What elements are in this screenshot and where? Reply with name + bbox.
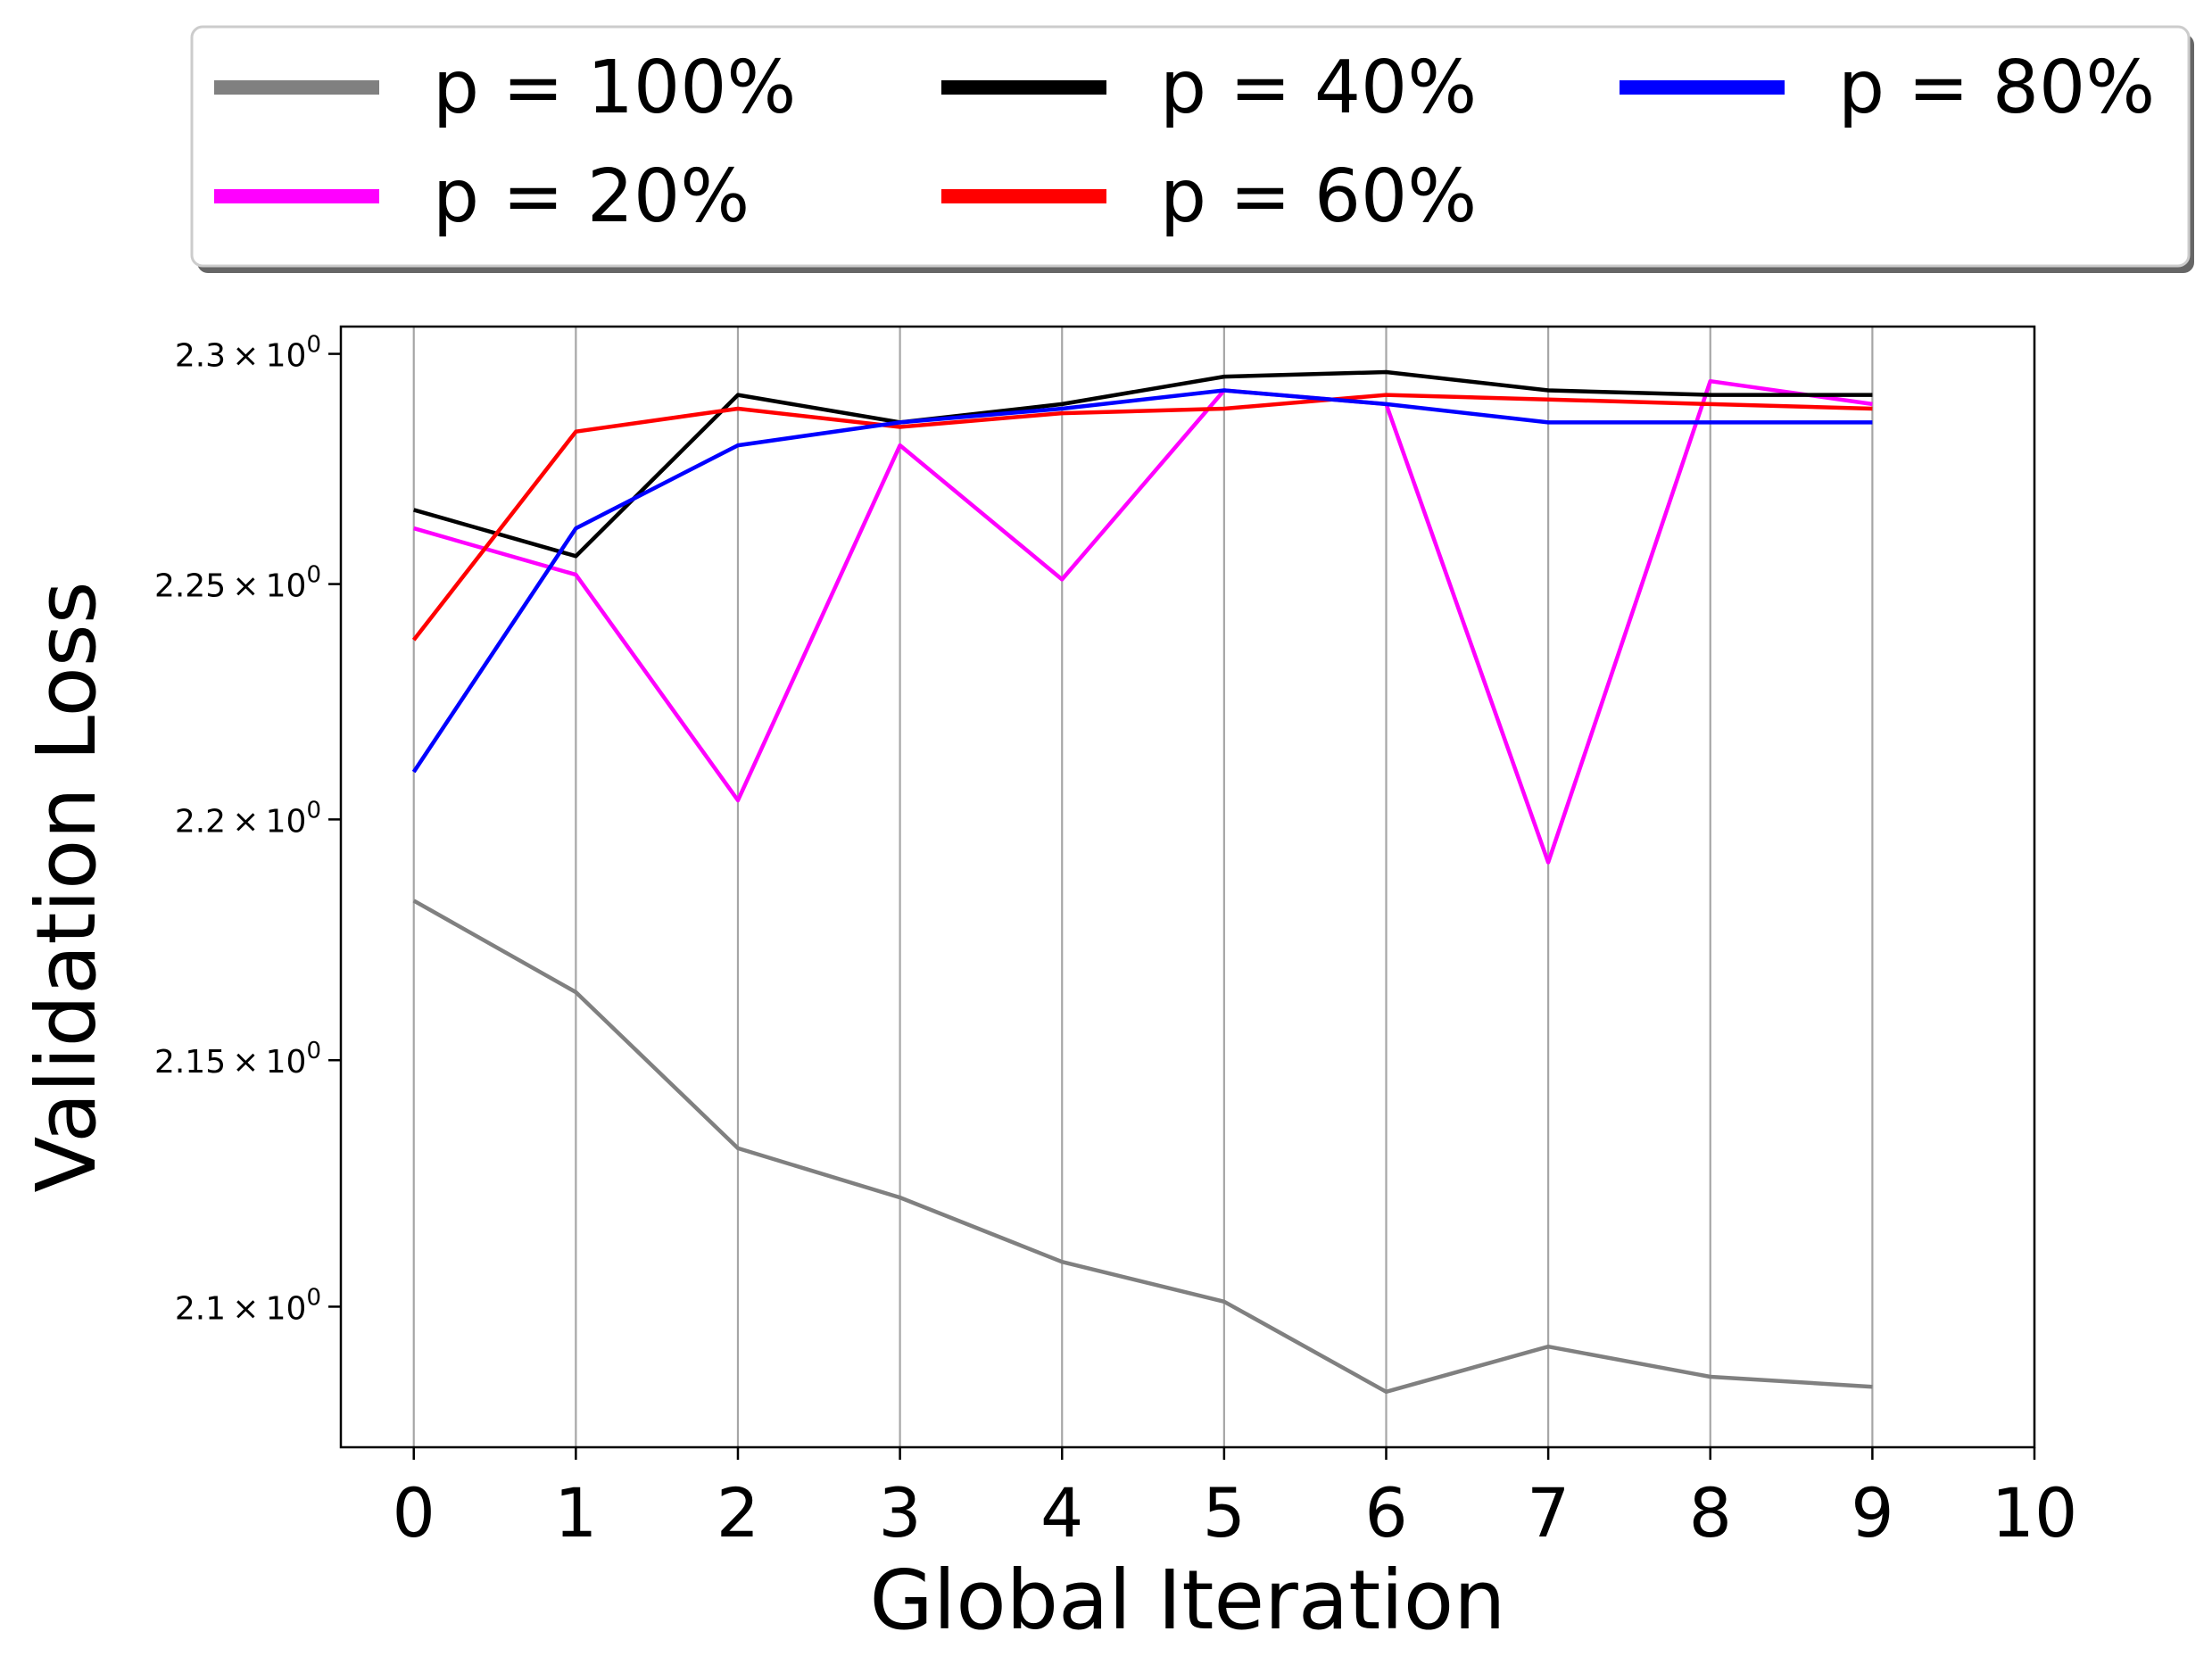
legend-label: p = 60% [1160, 154, 1477, 239]
y-tick-exponent: 0 [306, 1038, 321, 1064]
legend-entry: p = 20% [214, 154, 750, 239]
series-line-20 [413, 378, 1873, 865]
legend-label: p = 80% [1838, 46, 2155, 130]
series-line-40 [413, 369, 1873, 559]
legend-label: p = 20% [433, 154, 750, 239]
legend: p = 100% p = 20% p = 40% p = 60% p = 80% [190, 25, 2194, 273]
series-lines [411, 369, 1873, 1395]
x-tick-label: 10 [1992, 1473, 2078, 1553]
y-tick-times: × [226, 1290, 266, 1327]
legend-entry: p = 80% [1620, 46, 2155, 130]
x-tick-label: 6 [1364, 1473, 1407, 1553]
y-tick-times: × [226, 568, 266, 605]
x-tick-label: 1 [554, 1473, 597, 1553]
x-axis-ticks: 0 1 2 3 4 5 6 7 8 9 10 [393, 1447, 2078, 1553]
x-tick-label: 9 [1851, 1473, 1893, 1553]
series-line-80 [411, 388, 1873, 774]
series-line-60 [411, 393, 1873, 642]
y-tick-base: 10 [266, 1290, 307, 1327]
legend-label: p = 100% [433, 46, 796, 130]
y-tick-label: 2.1 × 100 [175, 1284, 321, 1327]
y-tick-base: 10 [266, 338, 307, 375]
y-tick-base: 10 [266, 1044, 307, 1081]
y-tick-label: 2.25 × 100 [154, 562, 321, 605]
legend-entry: p = 100% [214, 46, 796, 130]
y-axis-label: Validation Loss [19, 581, 114, 1192]
y-tick-mantissa: 2.2 [175, 803, 226, 840]
x-tick-label: 2 [717, 1473, 759, 1553]
y-tick-mantissa: 2.1 [175, 1290, 226, 1327]
legend-entries: p = 100% p = 20% p = 40% p = 60% p = 80% [214, 46, 2155, 239]
y-tick-mantissa: 2.3 [175, 338, 226, 375]
y-tick-mantissa: 2.25 [154, 568, 226, 605]
y-tick-exponent: 0 [306, 332, 321, 359]
y-tick-exponent: 0 [306, 797, 321, 824]
axes-frame [339, 325, 2036, 1449]
y-tick-times: × [226, 803, 266, 840]
grid [412, 327, 2036, 1447]
series-line-100 [412, 899, 1873, 1395]
y-tick-base: 10 [266, 803, 307, 840]
legend-entry: p = 60% [941, 154, 1477, 239]
x-tick-label: 4 [1040, 1473, 1083, 1553]
x-tick-label: 8 [1689, 1473, 1732, 1553]
y-tick-label: 2.3 × 100 [175, 332, 321, 375]
x-tick-label: 5 [1203, 1473, 1246, 1553]
x-tick-label: 3 [878, 1473, 921, 1553]
y-tick-times: × [226, 1044, 266, 1081]
y-tick-exponent: 0 [306, 562, 321, 589]
y-tick-exponent: 0 [306, 1284, 321, 1311]
y-tick-mantissa: 2.15 [154, 1044, 226, 1081]
y-tick-base: 10 [266, 568, 307, 605]
legend-entry: p = 40% [941, 46, 1477, 130]
y-tick-label: 2.15 × 100 [154, 1038, 321, 1081]
x-tick-label: 0 [393, 1473, 435, 1553]
y-tick-times: × [226, 338, 266, 375]
legend-label: p = 40% [1160, 46, 1477, 130]
x-tick-label: 7 [1527, 1473, 1570, 1553]
x-axis-label: Global Iteration [870, 1553, 1506, 1648]
y-tick-label: 2.2 × 100 [175, 797, 321, 840]
